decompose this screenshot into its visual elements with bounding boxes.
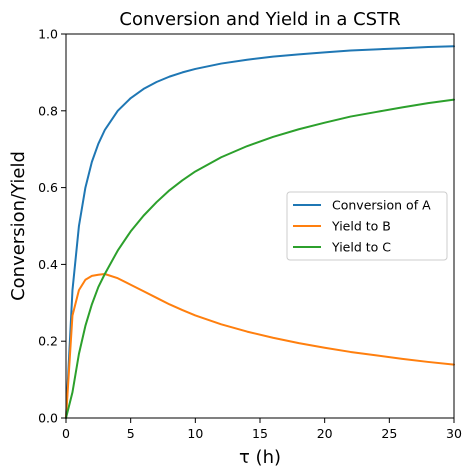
legend: Conversion of A Yield to B Yield to C: [286, 191, 448, 261]
x-axis-label: τ (h): [239, 447, 281, 468]
legend-label-3: Yield to C: [331, 240, 391, 255]
x-tick-label: 30: [446, 426, 462, 441]
y-tick-label: 0.4: [38, 257, 58, 272]
x-tick-label: 5: [127, 426, 135, 441]
y-axis-label: Conversion/Yield: [8, 151, 29, 301]
x-tick-label: 15: [252, 426, 268, 441]
x-tick-label: 25: [381, 426, 397, 441]
y-tick-label: 0.8: [38, 103, 58, 118]
series-line-1: [65, 45, 455, 419]
chart-title: Conversion and Yield in a CSTR: [119, 9, 400, 30]
x-tick-label: 10: [187, 426, 203, 441]
series-line-3: [65, 98, 455, 419]
series-line-2: [65, 273, 455, 419]
plot-area: 0 5 10 15 20 25 30 0.0 0.2 0.4 0.6 0.8 1.0: [38, 27, 462, 442]
legend-label-1: Conversion of A: [332, 198, 431, 213]
legend-box: [286, 191, 448, 261]
x-tick-label: 0: [62, 426, 70, 441]
x-tick-label: 20: [317, 426, 333, 441]
y-tick-label: 0.0: [38, 411, 58, 426]
y-tick-label: 0.6: [38, 180, 58, 195]
y-tick-label: 0.2: [38, 334, 58, 349]
legend-label-2: Yield to B: [331, 219, 391, 234]
y-tick-label: 1.0: [38, 27, 58, 42]
